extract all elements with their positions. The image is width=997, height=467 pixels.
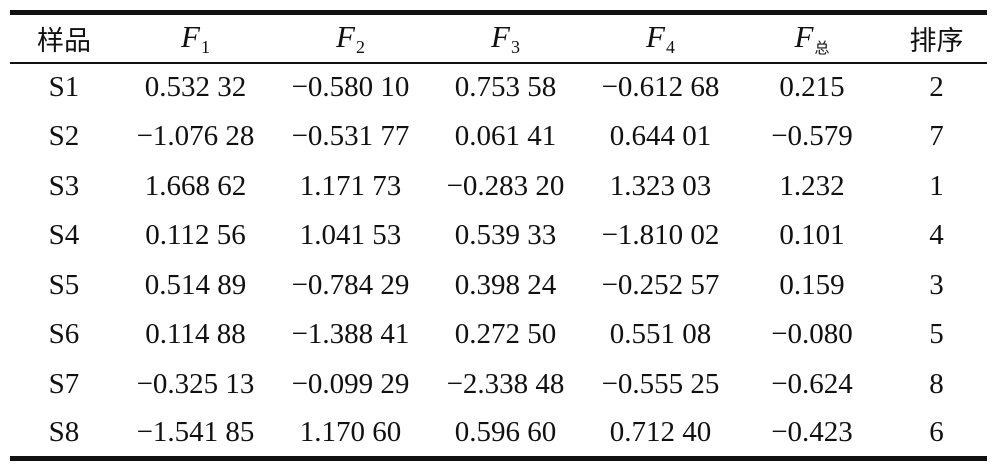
header-f3: F3 bbox=[428, 13, 583, 63]
header-f1-sub: 1 bbox=[200, 36, 210, 57]
table-header: 样品 F1 F2 F3 F4 F总 排序 bbox=[10, 12, 987, 63]
cell-f3: 0.539 33 bbox=[454, 219, 557, 252]
cell-ftotal: 1.232 bbox=[779, 169, 845, 202]
cell-f2: −0.099 29 bbox=[291, 367, 410, 400]
header-f1: F1 bbox=[118, 13, 273, 63]
cell-sample: S3 bbox=[48, 169, 80, 202]
cell-f4: 0.644 01 bbox=[609, 120, 712, 153]
table-row: S5 0.514 89 −0.784 29 0.398 24 −0.252 57 0.15… bbox=[10, 261, 987, 311]
cell-f3: 0.272 50 bbox=[454, 318, 557, 351]
cell-f4: −0.555 25 bbox=[601, 367, 720, 400]
cell-f1: 1.668 62 bbox=[144, 169, 247, 202]
cell-f2: −1.388 41 bbox=[291, 318, 410, 351]
cell-f4: 0.712 40 bbox=[609, 416, 712, 448]
cell-rank: 6 bbox=[929, 416, 944, 448]
cell-f2: −0.580 10 bbox=[291, 71, 410, 104]
header-f3-var: F bbox=[491, 18, 510, 54]
cell-f3: 0.596 60 bbox=[454, 416, 557, 448]
cell-f1: −1.076 28 bbox=[136, 120, 255, 153]
cell-f3: 0.753 58 bbox=[454, 71, 557, 104]
cell-f1: 0.114 88 bbox=[145, 318, 246, 351]
cell-rank: 5 bbox=[929, 318, 944, 351]
header-row: 样品 F1 F2 F3 F4 F总 排序 bbox=[10, 12, 987, 63]
cell-ftotal: −0.080 bbox=[771, 318, 853, 351]
cell-sample: S2 bbox=[48, 120, 80, 153]
header-ftotal-sub: 总 bbox=[814, 38, 830, 57]
cell-f4: 1.323 03 bbox=[609, 169, 712, 202]
header-ftotal-var: F bbox=[794, 18, 814, 54]
data-table: 样品 F1 F2 F3 F4 F总 排序 S1 0.532 32 −0.580 10… bbox=[10, 10, 987, 461]
cell-sample: S4 bbox=[48, 219, 80, 252]
cell-f4: −0.612 68 bbox=[601, 71, 720, 104]
header-f1-var: F bbox=[181, 18, 200, 54]
cell-rank: 2 bbox=[929, 71, 944, 104]
cell-rank: 7 bbox=[929, 120, 944, 153]
cell-sample: S8 bbox=[48, 416, 80, 448]
table-body: S1 0.532 32 −0.580 10 0.753 58 −0.612 68 0.21… bbox=[10, 63, 987, 459]
cell-f2: −0.784 29 bbox=[291, 268, 410, 301]
cell-ftotal: −0.579 bbox=[771, 120, 853, 153]
header-f2-var: F bbox=[336, 18, 355, 54]
cell-f2: 1.170 60 bbox=[299, 416, 402, 448]
cell-ftotal: −0.624 bbox=[771, 367, 853, 400]
header-f4-var: F bbox=[646, 18, 665, 54]
cell-f3: −2.338 48 bbox=[446, 367, 565, 400]
header-rank: 排序 bbox=[909, 25, 964, 57]
table-row: S7 −0.325 13 −0.099 29 −2.338 48 −0.555 25 −0… bbox=[10, 360, 987, 410]
table-row: S1 0.532 32 −0.580 10 0.753 58 −0.612 68 0.21… bbox=[10, 63, 987, 113]
header-f2-sub: 2 bbox=[355, 36, 365, 57]
cell-f2: 1.041 53 bbox=[299, 219, 402, 252]
table-row: S4 0.112 56 1.041 53 0.539 33 −1.810 02 0.101… bbox=[10, 211, 987, 261]
cell-rank: 8 bbox=[929, 367, 944, 400]
header-f4: F4 bbox=[583, 13, 738, 63]
cell-sample: S5 bbox=[48, 268, 80, 301]
cell-f4: −1.810 02 bbox=[601, 219, 720, 252]
cell-f1: 0.112 56 bbox=[145, 219, 246, 252]
cell-f1: 0.532 32 bbox=[144, 71, 247, 104]
cell-rank: 4 bbox=[929, 219, 944, 252]
table-row: S8 −1.541 85 1.170 60 0.596 60 0.712 40 −0.42… bbox=[10, 409, 987, 459]
cell-f4: −0.252 57 bbox=[601, 268, 720, 301]
cell-f2: 1.171 73 bbox=[299, 169, 402, 202]
header-ftotal: F总 bbox=[738, 13, 886, 63]
header-f2: F2 bbox=[273, 13, 428, 63]
cell-sample: S1 bbox=[48, 71, 80, 104]
cell-ftotal: 0.159 bbox=[779, 268, 845, 301]
table-row: S2 −1.076 28 −0.531 77 0.061 41 0.644 01 −0.5… bbox=[10, 112, 987, 162]
cell-f1: 0.514 89 bbox=[144, 268, 247, 301]
cell-f3: 0.061 41 bbox=[454, 120, 557, 153]
header-f3-sub: 3 bbox=[510, 36, 520, 57]
cell-rank: 3 bbox=[929, 268, 944, 301]
cell-f2: −0.531 77 bbox=[291, 120, 410, 153]
cell-ftotal: 0.101 bbox=[779, 219, 845, 252]
cell-f4: 0.551 08 bbox=[609, 318, 712, 351]
cell-f3: 0.398 24 bbox=[454, 268, 557, 301]
table-row: S3 1.668 62 1.171 73 −0.283 20 1.323 03 1.232… bbox=[10, 162, 987, 212]
cell-ftotal: −0.423 bbox=[771, 416, 853, 448]
header-f4-sub: 4 bbox=[665, 36, 675, 57]
cell-f1: −1.541 85 bbox=[136, 416, 255, 448]
cell-rank: 1 bbox=[929, 169, 944, 202]
table-row: S6 0.114 88 −1.388 41 0.272 50 0.551 08 −0.08… bbox=[10, 310, 987, 360]
cell-f1: −0.325 13 bbox=[136, 367, 255, 400]
header-sample: 样品 bbox=[37, 25, 91, 57]
cell-ftotal: 0.215 bbox=[779, 71, 845, 104]
cell-sample: S7 bbox=[48, 367, 80, 400]
cell-f3: −0.283 20 bbox=[446, 169, 565, 202]
cell-sample: S6 bbox=[48, 318, 80, 351]
